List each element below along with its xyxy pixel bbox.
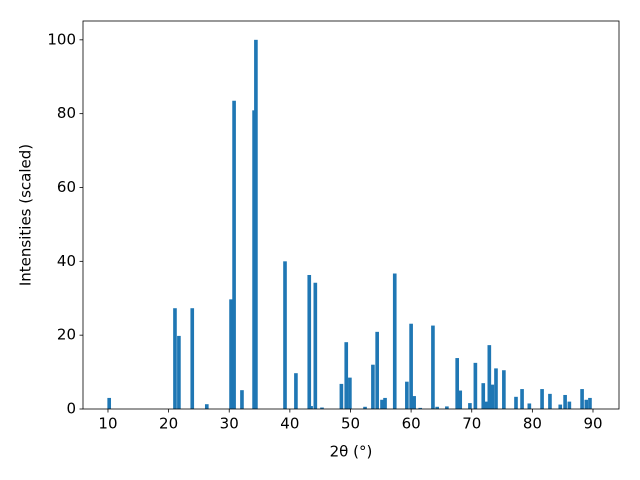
y-axis-label: Intensities (scaled) [17,144,35,286]
bar [392,273,397,409]
x-tick-label: 80 [523,415,542,433]
bar [229,299,233,409]
x-tick-label: 20 [159,415,178,433]
bar [363,406,367,409]
y-tick-label: 80 [57,104,76,122]
x-tick-label: 30 [220,415,239,433]
bar [371,364,375,409]
bar [107,397,112,409]
x-tick-label: 90 [583,415,602,433]
bar [232,100,236,409]
bar [514,396,518,409]
bar [173,308,177,409]
bar [435,406,439,409]
bar [567,401,572,409]
axes-frame [82,20,620,410]
bar [468,403,472,409]
bar [190,308,195,409]
x-tick-label: 10 [98,415,117,433]
bar [240,390,244,409]
bar [584,399,589,409]
bar [588,397,592,409]
y-tick-label: 60 [57,178,76,196]
bar [580,389,584,409]
bar [490,384,495,409]
bar [313,282,318,409]
x-tick-label: 50 [341,415,360,433]
y-tick-label: 40 [57,252,76,270]
bar [204,404,209,409]
x-axis-label: 2θ (°) [330,443,373,461]
bar [548,393,552,409]
bar [520,389,524,409]
y-tick-label: 100 [47,30,76,48]
bar [307,274,312,409]
bar [412,396,416,409]
bar [481,383,486,409]
bar [375,331,379,409]
bar [320,407,324,409]
y-tick-label: 0 [66,400,76,418]
y-tick-label: 20 [57,326,76,344]
bar [348,377,352,409]
bar [254,39,258,409]
bar [502,370,506,409]
bar [294,373,298,409]
bar [283,261,287,409]
bar [445,406,449,409]
bar [527,403,532,409]
bar [540,389,544,409]
bar [558,404,563,409]
bar [473,362,478,409]
bar [344,342,349,409]
bar [177,335,181,409]
bar [409,323,413,409]
bar [339,383,344,409]
bar [455,358,460,409]
bar [383,397,387,409]
bar [563,394,567,409]
bar [431,325,435,409]
bar [418,407,423,409]
bar [458,390,463,409]
x-tick-label: 70 [462,415,481,433]
bar [494,368,498,409]
bar [484,401,489,409]
x-tick-label: 60 [402,415,421,433]
bar [487,345,492,409]
bar [309,406,313,409]
bar [405,381,409,409]
bar [380,399,384,409]
x-tick-label: 40 [280,415,299,433]
